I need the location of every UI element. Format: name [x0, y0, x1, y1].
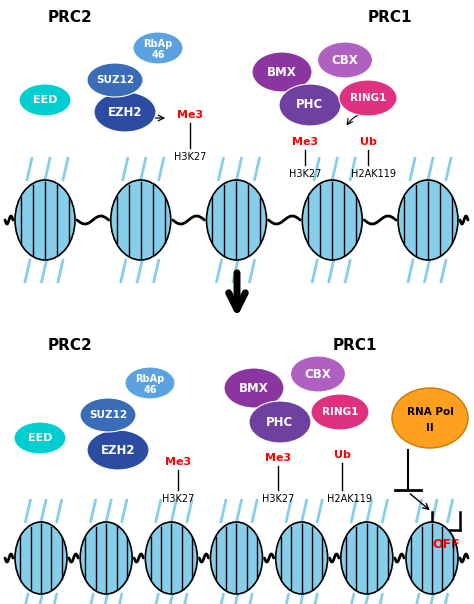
Ellipse shape	[392, 388, 468, 448]
Ellipse shape	[14, 422, 66, 454]
Ellipse shape	[341, 522, 393, 594]
Text: H3K27: H3K27	[262, 494, 294, 504]
Text: Ub: Ub	[360, 137, 376, 147]
Ellipse shape	[252, 52, 312, 92]
Ellipse shape	[311, 394, 369, 430]
Text: SUZ12: SUZ12	[89, 410, 127, 420]
Ellipse shape	[302, 180, 362, 260]
Text: RbAp: RbAp	[136, 374, 164, 384]
Text: EED: EED	[33, 95, 57, 105]
Ellipse shape	[94, 92, 156, 132]
Ellipse shape	[80, 522, 132, 594]
Ellipse shape	[111, 180, 171, 260]
Ellipse shape	[339, 80, 397, 116]
Ellipse shape	[279, 84, 341, 126]
Text: PHC: PHC	[296, 98, 324, 112]
Text: Me3: Me3	[265, 453, 291, 463]
Text: Me3: Me3	[165, 457, 191, 467]
Text: 46: 46	[151, 50, 165, 60]
Text: EZH2: EZH2	[101, 443, 135, 457]
Ellipse shape	[146, 522, 197, 594]
Text: II: II	[426, 423, 434, 433]
Text: 46: 46	[143, 385, 157, 395]
Text: SUZ12: SUZ12	[96, 75, 134, 85]
Ellipse shape	[87, 63, 143, 97]
Ellipse shape	[276, 522, 328, 594]
Text: EED: EED	[28, 433, 52, 443]
Ellipse shape	[210, 522, 263, 594]
Text: Me3: Me3	[177, 110, 203, 120]
Ellipse shape	[249, 401, 311, 443]
Text: PRC1: PRC1	[333, 338, 377, 353]
Ellipse shape	[125, 367, 175, 399]
Ellipse shape	[406, 522, 458, 594]
Ellipse shape	[224, 368, 284, 408]
Ellipse shape	[87, 430, 149, 470]
Text: H2AK119: H2AK119	[328, 494, 373, 504]
Text: CBX: CBX	[332, 54, 358, 66]
Text: Ub: Ub	[334, 450, 350, 460]
Ellipse shape	[15, 180, 75, 260]
Text: PRC1: PRC1	[368, 10, 412, 25]
Ellipse shape	[15, 522, 67, 594]
Text: H3K27: H3K27	[162, 494, 194, 504]
Text: Me3: Me3	[292, 137, 318, 147]
Text: PRC2: PRC2	[47, 10, 92, 25]
Ellipse shape	[318, 42, 373, 78]
Text: CBX: CBX	[305, 367, 331, 381]
Text: RING1: RING1	[322, 407, 358, 417]
Text: RING1: RING1	[350, 93, 386, 103]
Text: BMX: BMX	[239, 382, 269, 394]
Ellipse shape	[80, 398, 136, 432]
Text: EZH2: EZH2	[108, 106, 142, 118]
Text: PRC2: PRC2	[47, 338, 92, 353]
Text: PHC: PHC	[266, 416, 293, 428]
Text: H3K27: H3K27	[174, 152, 206, 162]
Text: H2AK119: H2AK119	[352, 169, 396, 179]
Ellipse shape	[291, 356, 346, 392]
Text: OFF: OFF	[432, 538, 460, 550]
Text: BMX: BMX	[267, 65, 297, 79]
Text: RNA Pol: RNA Pol	[407, 407, 454, 417]
Ellipse shape	[398, 180, 458, 260]
Text: RbAp: RbAp	[143, 39, 173, 49]
Ellipse shape	[133, 32, 183, 64]
Ellipse shape	[19, 84, 71, 116]
Text: H3K27: H3K27	[289, 169, 321, 179]
Ellipse shape	[207, 180, 266, 260]
